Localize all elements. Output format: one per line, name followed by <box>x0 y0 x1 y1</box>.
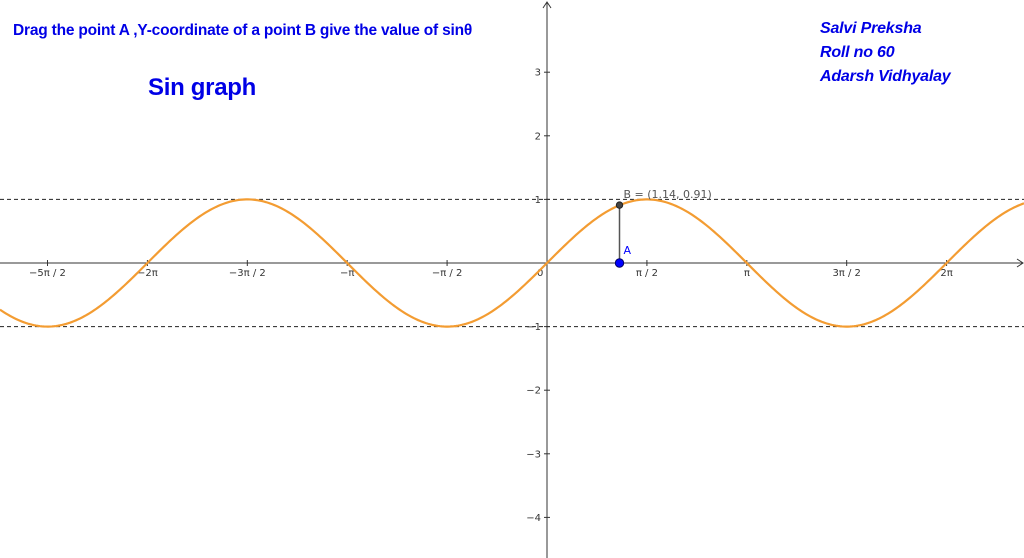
x-tick-label: −2π <box>137 268 158 279</box>
credit-school: Adarsh Vidhyalay <box>820 68 951 85</box>
x-axis-arrow-icon <box>1016 258 1024 268</box>
y-tick-label: 1 <box>535 195 541 206</box>
x-tick-label: −5π / 2 <box>29 268 66 279</box>
point-b-label: B = (1.14, 0.91) <box>624 188 712 201</box>
instruction-text: Drag the point A ,Y-coordinate of a poin… <box>13 22 473 39</box>
y-axis-arrow-icon <box>542 1 552 9</box>
x-tick-label: 2π <box>940 268 952 279</box>
x-tick-label: −π / 2 <box>432 268 463 279</box>
x-tick-label: π / 2 <box>636 268 658 279</box>
graph-title: Sin graph <box>148 74 256 101</box>
x-tick-label: 3π / 2 <box>832 268 860 279</box>
y-tick-label: 2 <box>535 131 541 142</box>
point-b[interactable] <box>615 201 624 209</box>
sine-curve <box>0 198 1024 328</box>
x-tick-label: π <box>744 268 750 279</box>
point-a[interactable] <box>614 258 625 268</box>
origin-label: 0 <box>537 268 543 279</box>
y-tick-label: −3 <box>526 449 541 460</box>
point-a-label: A <box>624 244 632 257</box>
y-tick-label: −2 <box>526 386 541 397</box>
credit-roll-number: Roll no 60 <box>820 44 895 61</box>
x-tick-label: −3π / 2 <box>229 268 266 279</box>
credit-name: Salvi Preksha <box>820 20 922 37</box>
y-tick-label: 3 <box>535 68 541 79</box>
x-tick-label: −π <box>340 268 354 279</box>
y-tick-label: −4 <box>526 513 541 524</box>
y-tick-label: −1 <box>526 322 541 333</box>
